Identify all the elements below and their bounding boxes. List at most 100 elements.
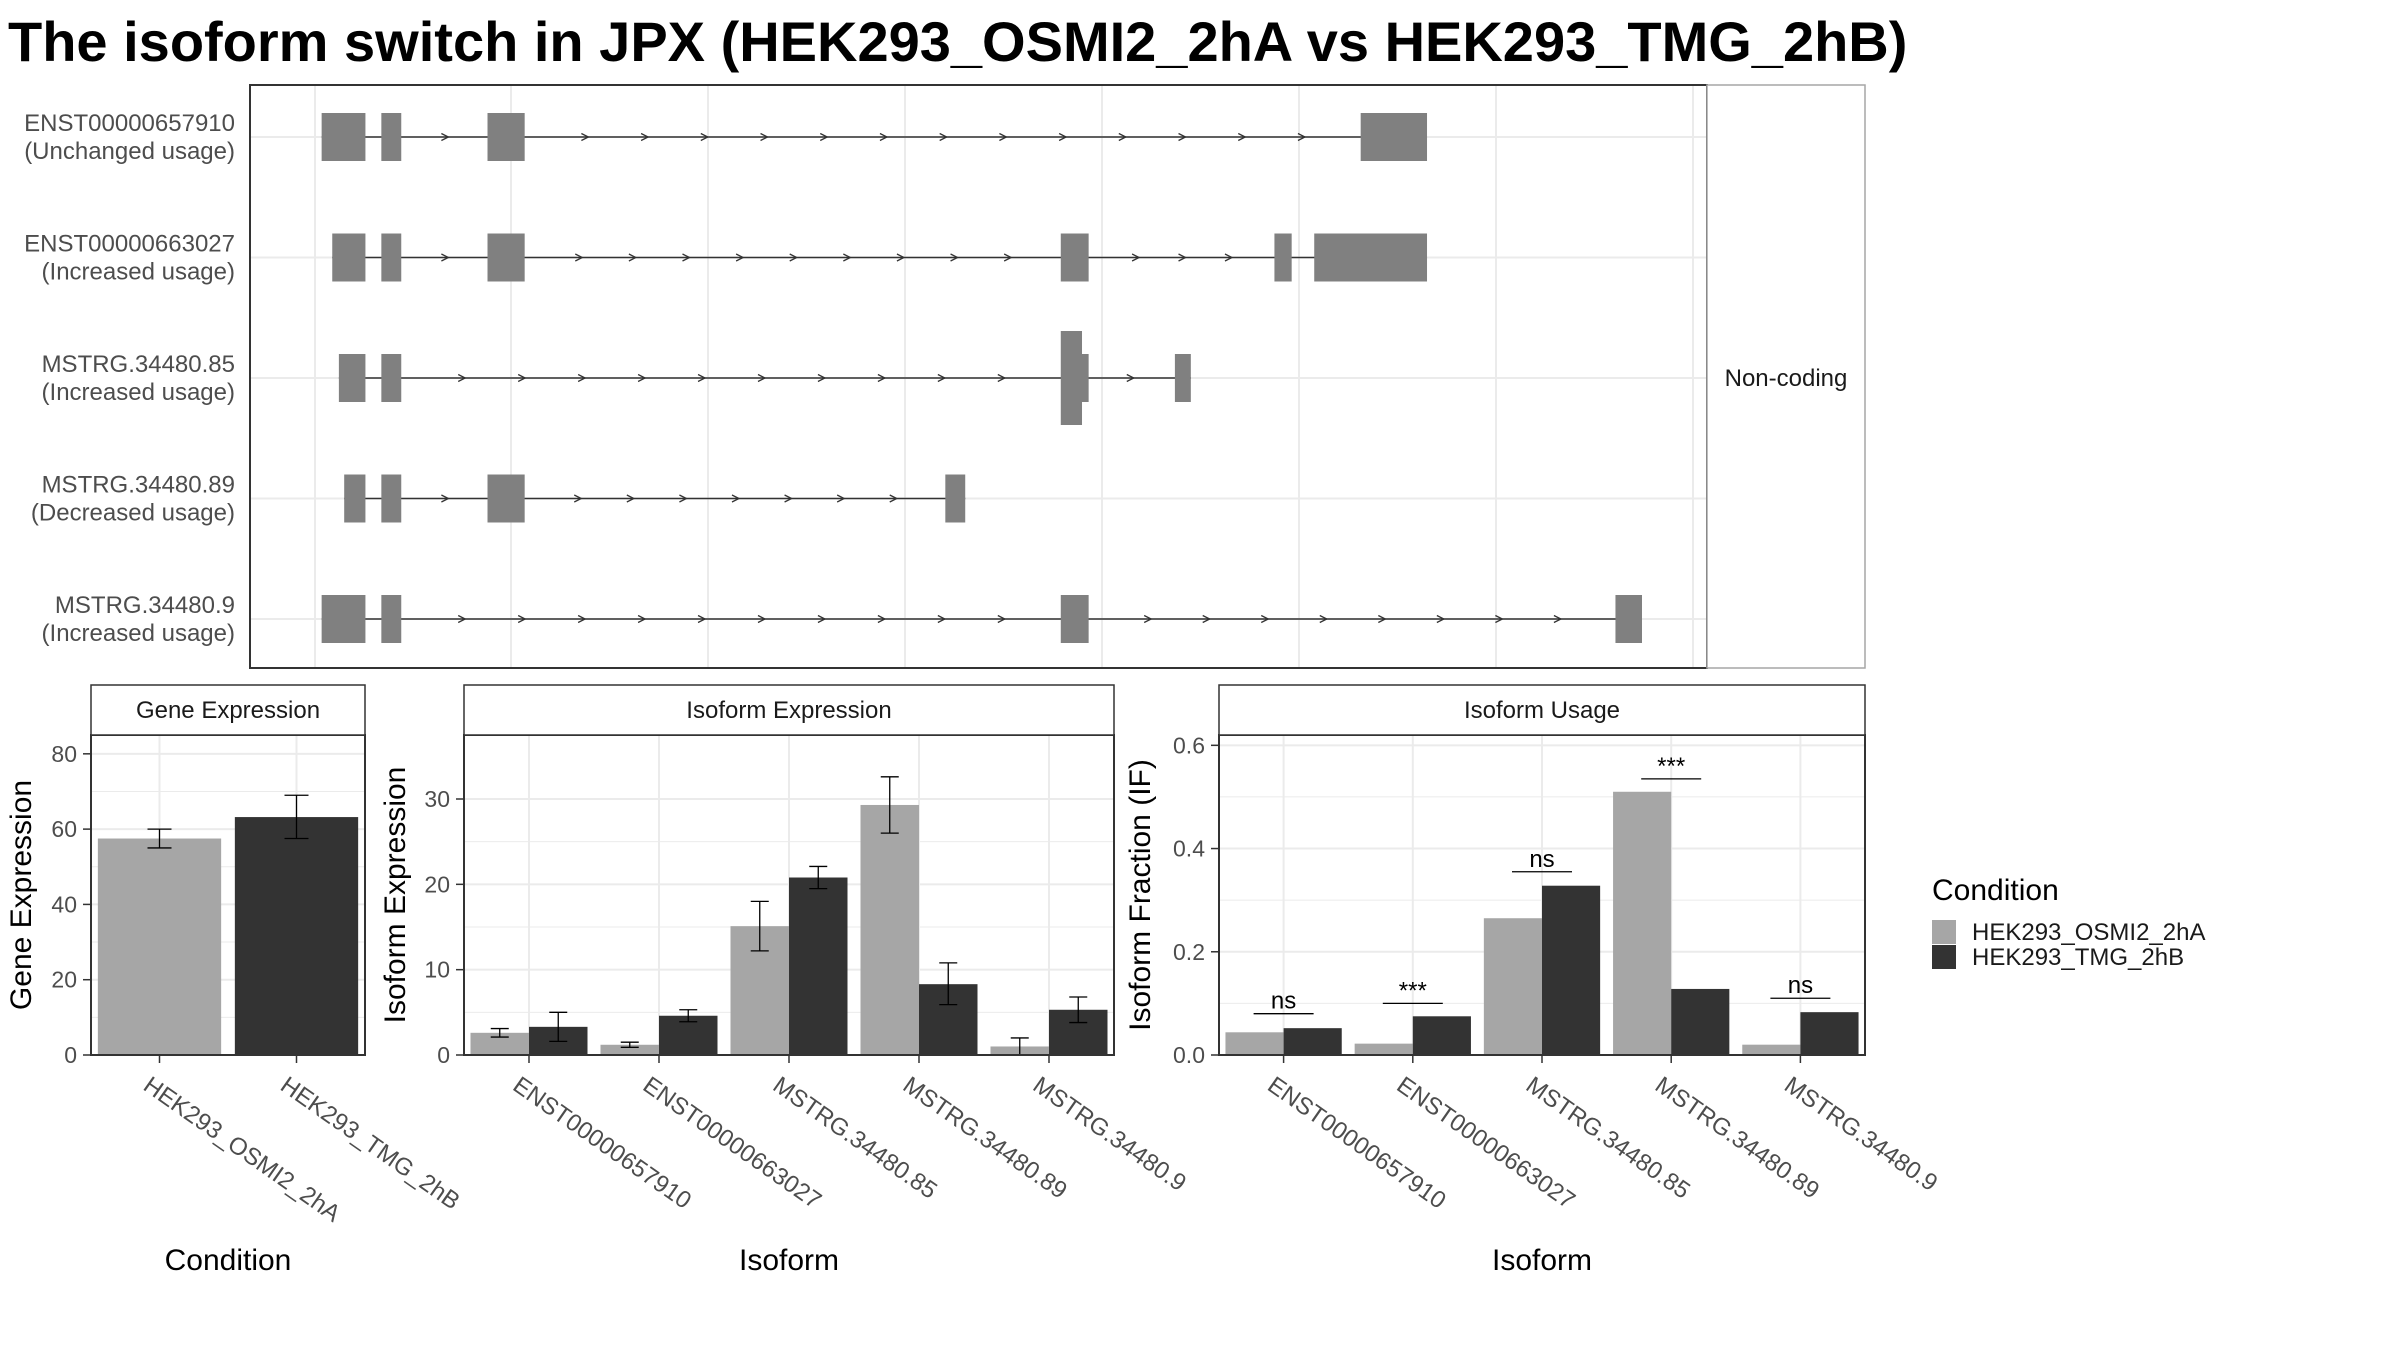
exon-box <box>381 595 402 643</box>
intron-arrow <box>1260 614 1270 624</box>
intron-arrow <box>574 253 584 262</box>
intron-arrow <box>1553 614 1563 624</box>
y-tick-label: 20 <box>51 967 77 993</box>
intron-arrow <box>1118 132 1128 142</box>
intron-arrow <box>939 132 949 142</box>
intron-arrow <box>1378 614 1387 624</box>
y-tick-label: 0.0 <box>1173 1042 1205 1068</box>
y-axis-title: Isoform Expression <box>379 767 412 1024</box>
legend-label: HEK293_OSMI2_2hA <box>1972 919 2205 946</box>
intron-arrow <box>637 373 647 383</box>
intron-arrow <box>843 253 852 262</box>
intron-arrow <box>937 614 947 624</box>
y-tick-label: 20 <box>424 871 450 897</box>
intron-arrow <box>457 614 467 624</box>
intron-arrow <box>637 614 647 624</box>
intron-arrow <box>1495 614 1504 624</box>
y-axis-title: Isoform Fraction (IF) <box>1124 759 1157 1031</box>
intron-arrow <box>640 132 650 142</box>
isoform-structure-row <box>338 331 1191 425</box>
y-tick-label: 30 <box>424 786 450 812</box>
intron-arrow <box>1224 253 1234 262</box>
exon-box <box>338 354 366 402</box>
intron-arrow <box>441 494 450 503</box>
bar <box>789 877 848 1055</box>
isoform-name-label: ENST00000657910 <box>24 110 235 137</box>
intron-arrow <box>1319 614 1329 624</box>
intron-arrow <box>879 132 889 142</box>
isoform-structure-row <box>344 474 966 523</box>
intron-arrow <box>457 373 467 383</box>
panel-strip-title: Isoform Expression <box>686 697 891 724</box>
intron-arrow <box>789 253 799 262</box>
bar <box>1412 1016 1471 1055</box>
bar <box>1354 1043 1413 1055</box>
intron-arrow <box>517 373 527 383</box>
bar <box>1542 885 1601 1055</box>
figure-title: The isoform switch in JPX (HEK293_OSMI2_… <box>8 10 1908 73</box>
intron-arrow <box>877 614 887 624</box>
legend-label: HEK293_TMG_2hB <box>1972 944 2184 971</box>
panel-strip <box>1218 684 1866 736</box>
intron-arrow <box>1003 253 1013 262</box>
y-axis-title: Gene Expression <box>5 780 38 1010</box>
intron-arrow <box>697 614 707 624</box>
intron-arrow <box>889 494 899 503</box>
intron-arrow <box>1178 253 1187 262</box>
panel-strip-title: Gene Expression <box>136 697 320 724</box>
structure-panel-background <box>250 85 1707 668</box>
isoform-name-label: ENST00000663027 <box>24 231 235 258</box>
exon-box <box>321 113 366 161</box>
exon-box <box>1274 233 1292 282</box>
x-axis-title: Isoform <box>1492 1244 1592 1277</box>
exon-box <box>1060 331 1083 425</box>
isoform-usage-label: (Decreased usage) <box>31 500 235 527</box>
y-tick-label: 40 <box>51 891 77 917</box>
y-tick-label: 10 <box>424 957 450 983</box>
y-tick-label: 0.4 <box>1173 836 1205 862</box>
intron-arrow <box>757 614 767 624</box>
intron-arrow <box>877 373 887 383</box>
exon-box <box>1082 354 1089 402</box>
intron-arrow <box>937 373 947 383</box>
significance-label: *** <box>1399 977 1427 1004</box>
isoform-expression-panel: Isoform Expression0102030ENST00000657910… <box>379 684 1191 1277</box>
intron-arrow <box>819 132 829 142</box>
bar <box>1800 1012 1859 1055</box>
exon-box <box>344 474 366 523</box>
y-tick-label: 0 <box>437 1042 450 1068</box>
legend-swatch <box>1932 920 1956 944</box>
intron-arrow <box>1126 373 1136 383</box>
intron-arrow <box>679 494 688 503</box>
intron-arrow <box>577 614 587 624</box>
y-tick-label: 60 <box>51 816 77 842</box>
intron-arrow <box>896 253 906 262</box>
isoform-structure-row <box>321 113 1428 161</box>
isoform-usage-label: (Unchanged usage) <box>24 138 235 165</box>
significance-label: *** <box>1657 753 1685 780</box>
intron-arrow <box>950 253 960 262</box>
bar <box>97 838 222 1055</box>
isoform-structure-row <box>321 595 1642 643</box>
panel-strip-title: Isoform Usage <box>1464 697 1620 724</box>
intron-arrow <box>731 494 741 503</box>
facet-strip <box>1706 84 1866 669</box>
exon-box <box>381 474 402 523</box>
exon-box <box>487 113 525 161</box>
exon-box <box>1060 595 1089 643</box>
intron-arrow <box>1178 132 1187 142</box>
exon-box <box>332 233 366 282</box>
intron-arrow <box>517 614 527 624</box>
panel-strip <box>463 684 1115 736</box>
bar <box>1742 1044 1801 1055</box>
isoform-structure-row <box>332 233 1428 282</box>
significance-label: ns <box>1788 972 1813 999</box>
intron-arrow <box>628 253 638 262</box>
isoform-usage-label: (Increased usage) <box>42 620 235 647</box>
intron-arrow <box>997 373 1007 383</box>
intron-arrow <box>836 494 846 503</box>
exon-box <box>487 474 525 523</box>
intron-arrow <box>757 373 767 383</box>
